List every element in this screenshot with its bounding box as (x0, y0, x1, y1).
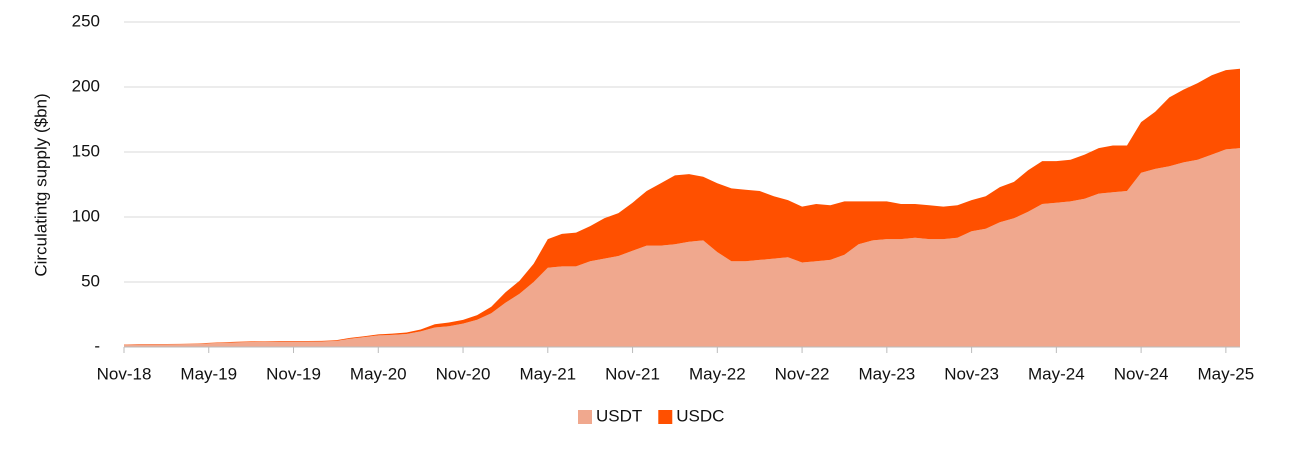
y-axis-label: Circulatintg supply ($bn) (31, 93, 50, 276)
legend-label: USDC (676, 406, 724, 425)
x-tick-label: May-22 (689, 364, 746, 383)
x-tick-label: Nov-21 (605, 364, 660, 383)
legend-swatch (658, 410, 673, 424)
y-tick-label: 50 (81, 271, 100, 290)
y-tick-label: 150 (72, 141, 100, 160)
x-tick-label: Nov-20 (436, 364, 491, 383)
x-tick-label: May-23 (858, 364, 915, 383)
x-tick-label: Nov-24 (1114, 364, 1169, 383)
x-tick-label: May-21 (519, 364, 576, 383)
legend-swatch (578, 410, 592, 424)
x-tick-label: May-25 (1198, 364, 1255, 383)
x-tick-label: Nov-18 (97, 364, 152, 383)
x-tick-label: May-19 (180, 364, 237, 383)
x-tick-label: May-24 (1028, 364, 1085, 383)
area (124, 148, 1240, 347)
area (124, 68, 1240, 345)
y-tick-label: 250 (72, 11, 100, 30)
x-tick-label: Nov-22 (775, 364, 830, 383)
x-tick-label: Nov-23 (944, 364, 999, 383)
y-tick-label: 200 (72, 76, 100, 95)
legend-label: USDT (596, 406, 642, 425)
y-tick-label: 100 (72, 206, 100, 225)
x-tick-label: May-20 (350, 364, 407, 383)
x-tick-label: Nov-19 (266, 364, 321, 383)
y-tick-label: - (94, 336, 100, 355)
